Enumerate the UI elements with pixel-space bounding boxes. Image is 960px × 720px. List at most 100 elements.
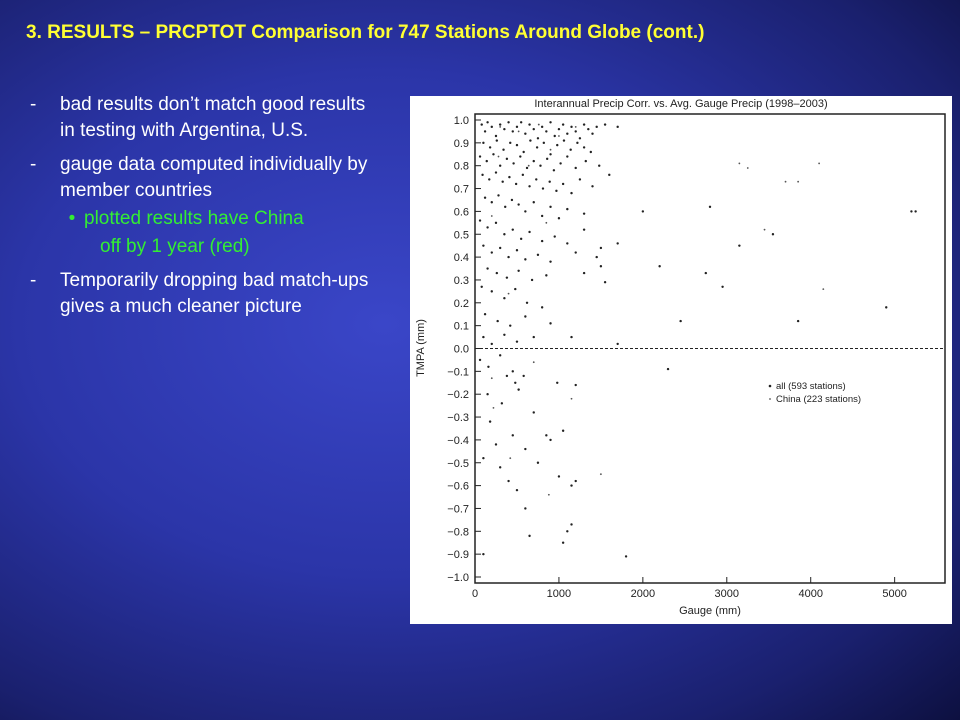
data-point-all — [480, 123, 483, 126]
data-point-all — [616, 342, 619, 346]
y-tick-label: 0.2 — [454, 298, 469, 310]
data-point-all — [515, 249, 519, 252]
data-point-all — [582, 146, 586, 149]
data-point-all — [515, 125, 519, 129]
data-point-all — [515, 488, 519, 492]
data-point-all — [566, 155, 569, 158]
data-point-all — [524, 258, 527, 261]
data-point-all — [540, 125, 544, 129]
data-point-all — [524, 315, 527, 318]
bullet-marker: - — [30, 154, 37, 175]
data-point-all — [530, 278, 534, 282]
data-point-china — [746, 167, 749, 169]
data-point-china — [818, 162, 821, 165]
data-point-all — [557, 127, 561, 131]
data-point-all — [549, 322, 552, 325]
data-point-all — [487, 365, 490, 368]
data-point-all — [566, 242, 569, 245]
data-point-all — [517, 269, 520, 273]
data-point-all — [528, 185, 531, 188]
data-point-all — [549, 205, 552, 209]
data-point-all — [511, 370, 514, 373]
data-point-all — [910, 210, 913, 213]
data-point-all — [494, 221, 498, 225]
data-point-all — [541, 187, 545, 190]
data-point-all — [535, 178, 538, 181]
data-point-all — [595, 125, 598, 129]
data-point-all — [598, 164, 601, 167]
data-point-all — [515, 340, 519, 343]
legend-entry: China (223 stations) — [776, 394, 861, 405]
data-point-all — [524, 210, 527, 213]
data-point-all — [502, 148, 505, 151]
data-point-all — [549, 153, 552, 156]
data-point-china — [527, 164, 530, 167]
x-tick-label: 4000 — [798, 588, 822, 600]
y-tick-label: 1.0 — [454, 115, 469, 127]
data-point-all — [519, 155, 522, 158]
legend-marker — [769, 398, 771, 400]
data-point-china — [570, 397, 573, 400]
data-point-all — [525, 301, 529, 304]
data-point-all — [566, 207, 569, 211]
x-tick-label: 5000 — [882, 588, 906, 600]
data-point-all — [524, 132, 527, 135]
y-tick-label: −0.1 — [447, 366, 469, 378]
data-point-all — [540, 239, 544, 243]
data-point-all — [561, 182, 565, 186]
data-point-all — [483, 313, 487, 316]
data-point-all — [582, 228, 586, 231]
data-point-china — [490, 215, 493, 217]
bullet-item: - bad results don’t match good results i… — [30, 92, 375, 144]
data-point-all — [519, 121, 523, 124]
bullet-text: gauge data computed individually by memb… — [60, 154, 368, 201]
data-point-all — [495, 271, 499, 275]
data-point-china — [507, 292, 510, 295]
data-point-all — [553, 235, 556, 238]
y-tick-label: −0.6 — [447, 481, 469, 493]
data-point-all — [486, 121, 489, 124]
data-point-all — [595, 255, 598, 259]
data-point-all — [569, 148, 572, 151]
data-point-all — [542, 141, 546, 145]
data-point-all — [545, 157, 549, 161]
y-tick-label: 0.3 — [454, 275, 469, 287]
y-axis-label: TMPA (mm) — [415, 319, 427, 377]
data-point-all — [536, 253, 540, 257]
data-point-all — [557, 475, 561, 478]
data-point-all — [488, 178, 491, 181]
data-point-all — [482, 244, 485, 247]
data-point-all — [545, 434, 548, 437]
data-point-all — [495, 139, 499, 142]
data-point-all — [566, 132, 569, 135]
y-tick-label: −0.9 — [447, 549, 469, 561]
y-tick-label: −0.7 — [447, 503, 469, 515]
data-point-china — [545, 221, 548, 224]
data-point-all — [483, 130, 487, 133]
data-point-all — [517, 388, 520, 391]
bullet-item: - gauge data computed individually by me… — [30, 152, 375, 260]
chart-panel: Interannual Precip Corr. vs. Avg. Gauge … — [410, 96, 952, 624]
bullet-marker: - — [30, 270, 37, 291]
data-point-all — [578, 137, 582, 140]
chart-title: Interannual Precip Corr. vs. Avg. Gauge … — [534, 98, 827, 110]
data-point-all — [482, 456, 485, 460]
data-point-all — [498, 246, 502, 250]
data-point-china — [517, 130, 520, 133]
y-tick-label: −0.4 — [447, 435, 469, 447]
data-point-china — [822, 288, 825, 290]
data-point-all — [478, 155, 482, 158]
x-axis-label: Gauge (mm) — [679, 605, 741, 617]
data-point-all — [507, 255, 510, 259]
data-point-all — [532, 127, 535, 131]
data-point-all — [511, 228, 514, 231]
data-point-all — [482, 552, 485, 556]
data-point-all — [555, 189, 558, 193]
data-point-all — [498, 354, 502, 357]
x-tick-label: 3000 — [715, 588, 739, 600]
slide-title: 3. RESULTS – PRCPTOT Comparison for 747 … — [26, 22, 705, 43]
sub-bullet-marker: • — [68, 208, 76, 229]
data-point-all — [504, 205, 507, 209]
data-point-all — [608, 173, 611, 177]
data-point-all — [721, 285, 724, 289]
